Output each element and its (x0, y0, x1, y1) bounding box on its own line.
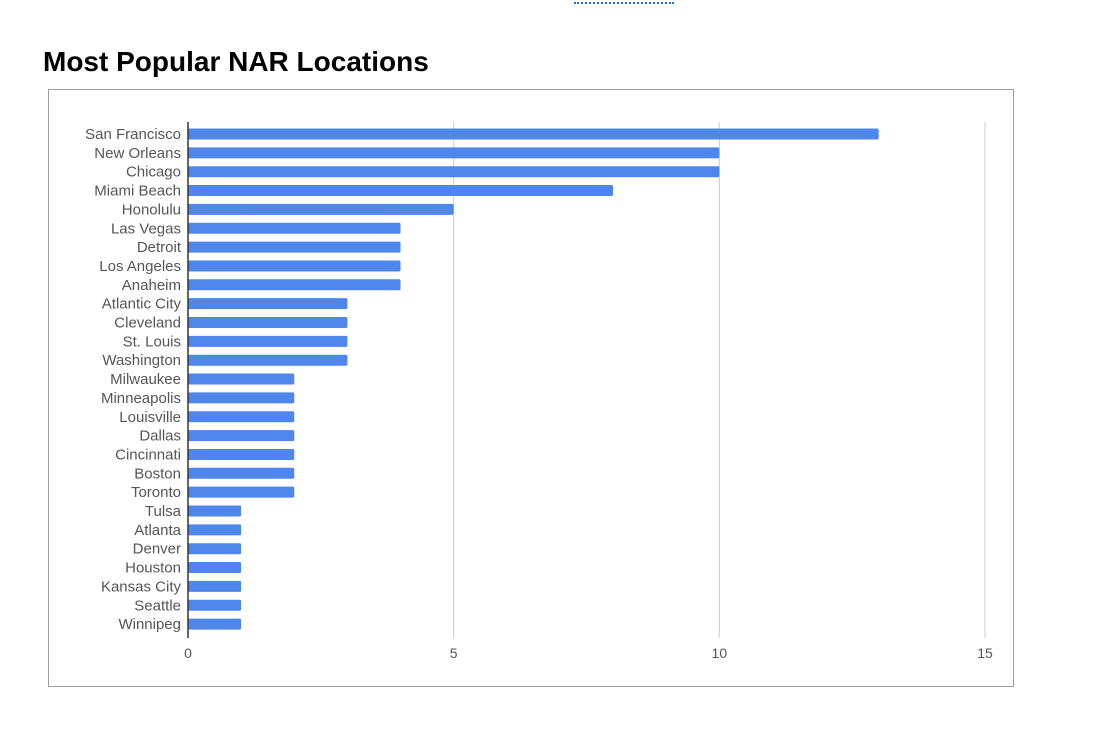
category-label: Toronto (131, 484, 181, 501)
bar-san-francisco (188, 128, 879, 140)
category-label: Atlanta (134, 522, 181, 539)
category-label: Milwaukee (110, 371, 181, 388)
category-label: St. Louis (123, 333, 181, 350)
bar-miami-beach (188, 185, 614, 197)
category-label: Anaheim (122, 277, 181, 294)
bar-tulsa (188, 505, 242, 517)
category-label: Houston (125, 560, 181, 577)
bar-chart: San Francisco New Orleans Chicago Miami Bea… (85, 122, 993, 661)
bar-milwaukee (188, 373, 295, 385)
bar-seattle (188, 599, 242, 611)
bar-atlantic-city (188, 298, 348, 310)
category-label: Los Angeles (99, 258, 181, 275)
category-label: Louisville (119, 409, 181, 426)
category-label: Atlantic City (102, 296, 182, 313)
bar-kansas-city (188, 580, 242, 592)
category-label: Denver (133, 541, 181, 558)
x-tick-label: 0 (184, 645, 192, 661)
bar-honolulu (188, 203, 454, 215)
category-label: Miami Beach (94, 183, 181, 200)
bar-atlanta (188, 524, 242, 536)
x-tick-label: 15 (977, 645, 993, 661)
category-label: Detroit (137, 239, 182, 256)
category-label: Kansas City (101, 578, 182, 595)
bar-minneapolis (188, 392, 295, 404)
bar-los-angeles (188, 260, 401, 272)
bar-houston (188, 562, 242, 574)
category-label: Minneapolis (101, 390, 181, 407)
bar-detroit (188, 241, 401, 253)
bar-cleveland (188, 317, 348, 328)
page-title: Most Popular NAR Locations (43, 46, 429, 77)
category-label: Cincinnati (115, 446, 181, 463)
chart-frame: San Francisco New Orleans Chicago Miami Bea… (48, 89, 1014, 687)
top-link-underline (574, 0, 674, 4)
category-label: Cleveland (114, 315, 181, 332)
x-tick-label: 5 (450, 645, 458, 661)
bar-winnipeg (188, 618, 242, 630)
bar-cincinnati (188, 448, 295, 460)
bar-denver (188, 543, 242, 555)
category-label: Honolulu (122, 201, 181, 218)
bar-las-vegas (188, 222, 401, 234)
bar-boston (188, 467, 295, 479)
bar-new-orleans (188, 147, 720, 159)
bar-dallas (188, 430, 295, 442)
bar-washington (188, 354, 348, 366)
category-label: New Orleans (94, 145, 181, 162)
bar-louisville (188, 411, 295, 423)
bar-st-louis (188, 335, 348, 347)
category-label: Seattle (134, 597, 181, 614)
bar-anaheim (188, 279, 401, 291)
category-label: Dallas (139, 428, 181, 445)
category-label: Washington (102, 352, 181, 369)
category-label: Boston (134, 465, 181, 482)
category-label: San Francisco (85, 126, 181, 143)
category-label: Tulsa (145, 503, 182, 520)
category-label: Las Vegas (111, 220, 181, 237)
x-tick-label: 10 (712, 645, 728, 661)
bar-toronto (188, 486, 295, 498)
bar-chicago (188, 166, 720, 178)
category-label: Winnipeg (118, 616, 181, 633)
category-label: Chicago (126, 164, 181, 181)
